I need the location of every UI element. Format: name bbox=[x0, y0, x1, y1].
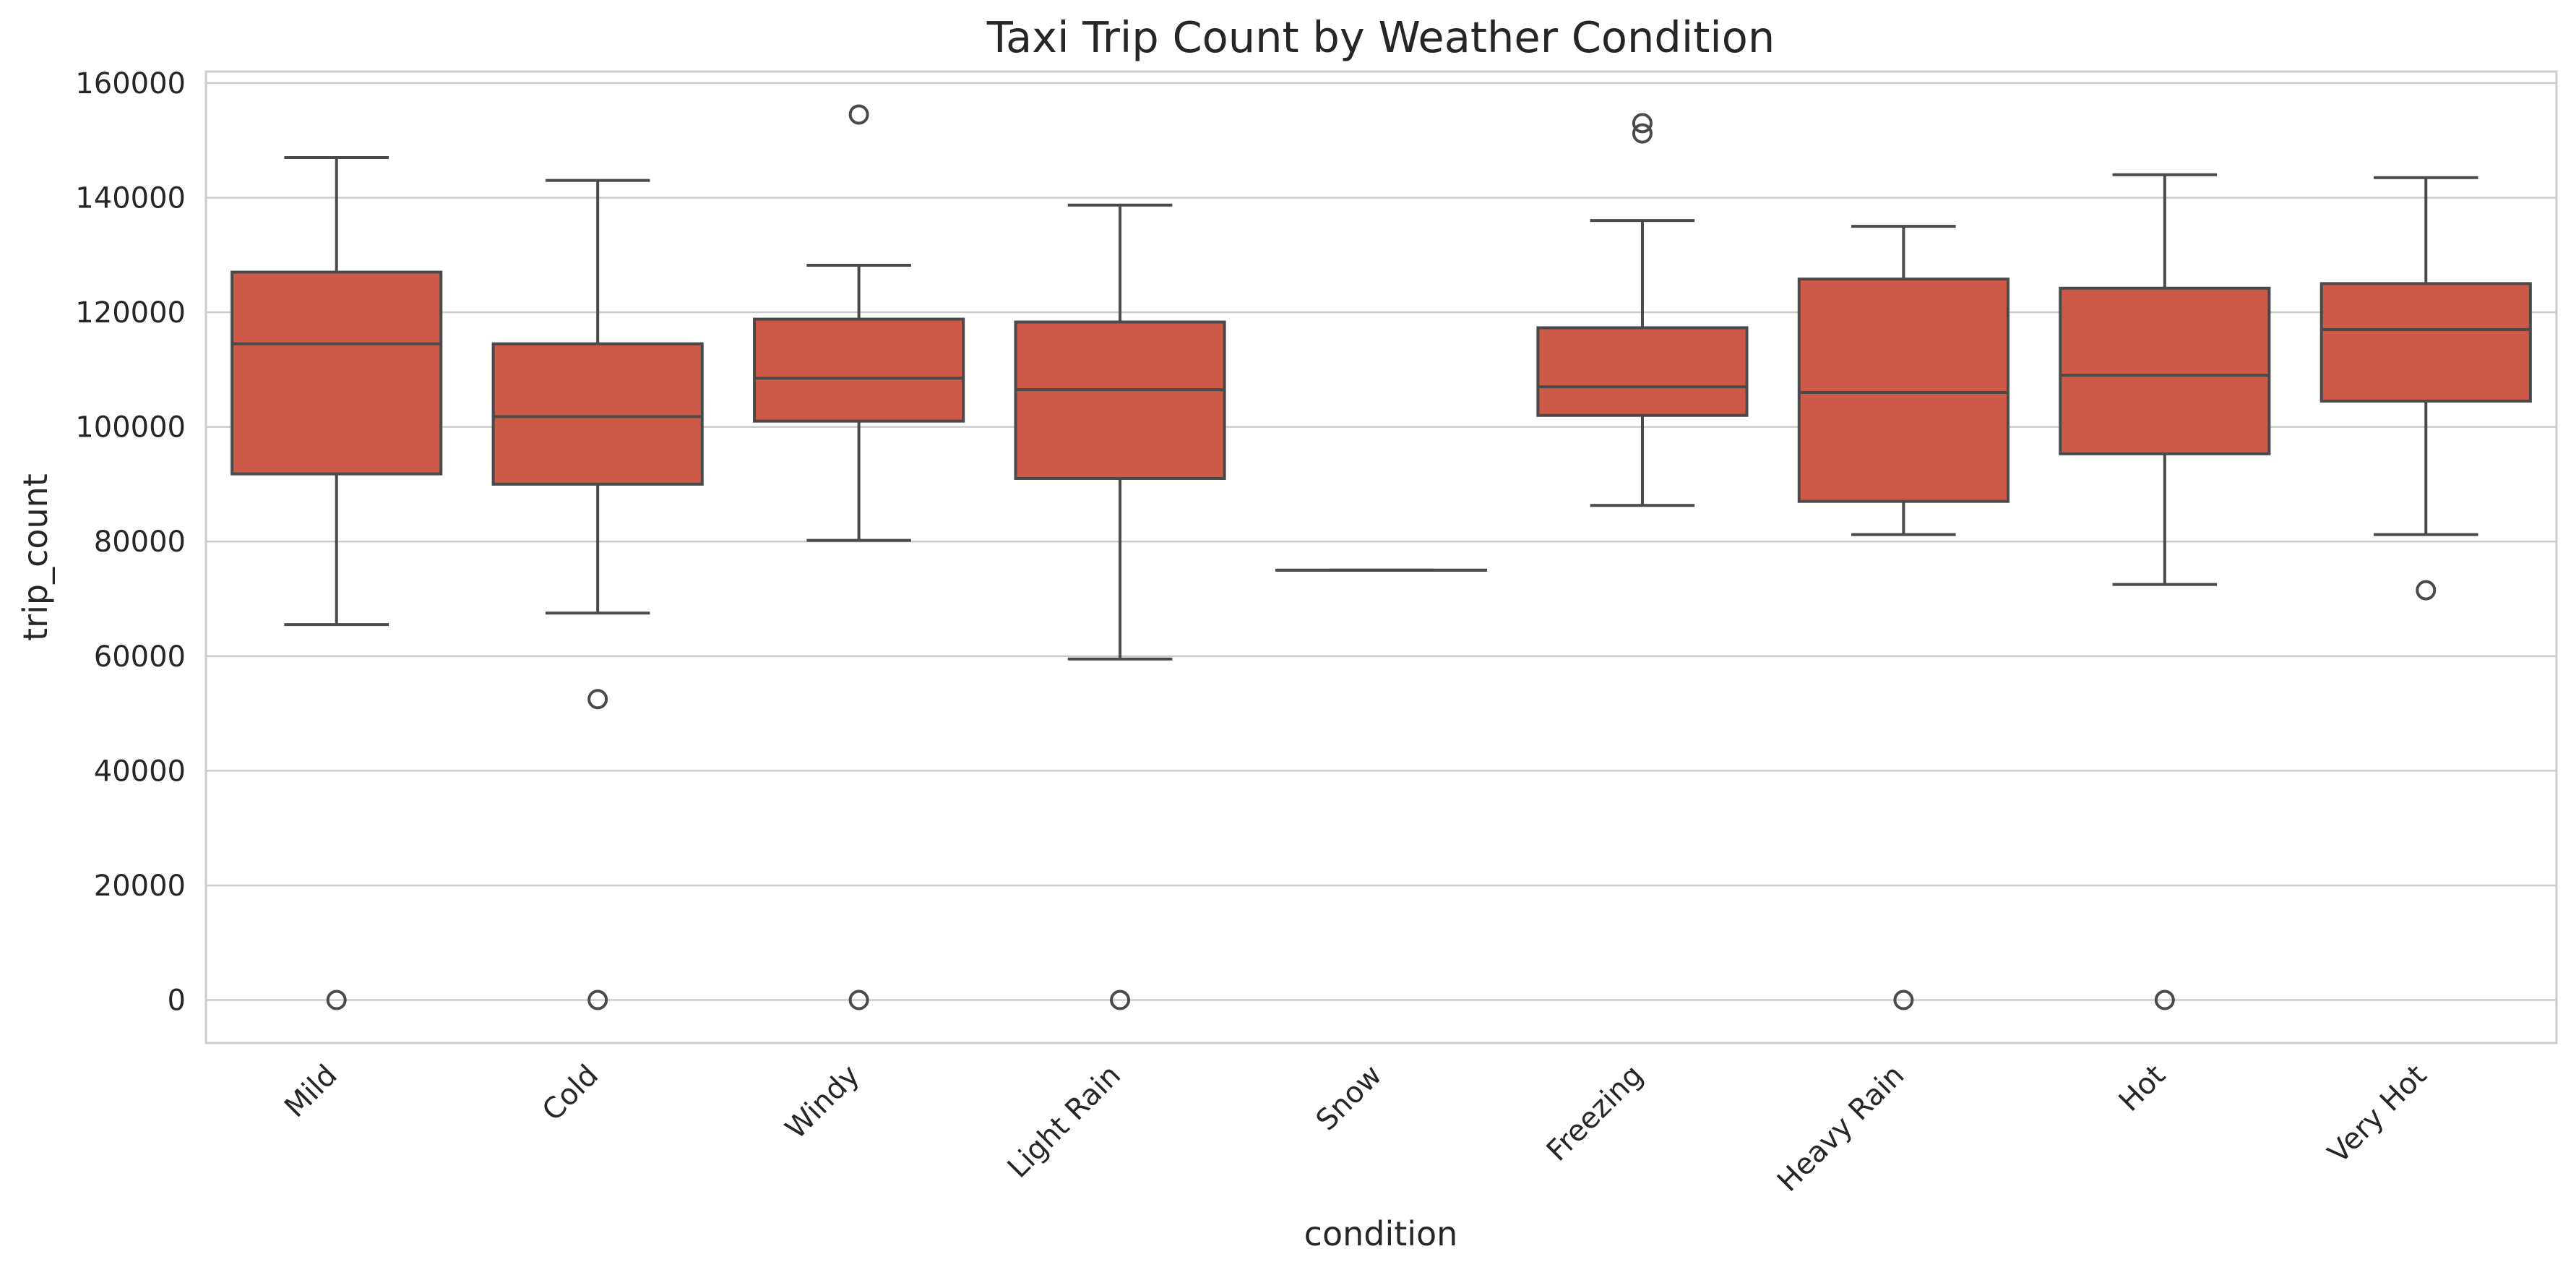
iqr-box bbox=[2319, 282, 2532, 403]
outlier-point bbox=[326, 989, 347, 1010]
iqr-box bbox=[1536, 326, 1749, 417]
outlier-point bbox=[848, 104, 869, 125]
box-series bbox=[231, 104, 2532, 1010]
iqr-box bbox=[491, 342, 704, 486]
box-group bbox=[753, 104, 965, 1010]
y-tick-label: 160000 bbox=[75, 67, 186, 100]
y-tick-label: 0 bbox=[168, 984, 186, 1018]
x-axis-label: condition bbox=[1304, 1214, 1458, 1253]
x-tick-label: Cold bbox=[536, 1059, 605, 1128]
outlier-point bbox=[587, 689, 608, 710]
outlier-point bbox=[2416, 580, 2437, 601]
iqr-box bbox=[753, 317, 965, 423]
iqr-box bbox=[1014, 320, 1226, 480]
y-tick-label: 140000 bbox=[75, 181, 186, 215]
x-tick-label: Mild bbox=[278, 1059, 344, 1125]
x-tick-label: Very Hot bbox=[2322, 1059, 2433, 1170]
chart-title: Taxi Trip Count by Weather Condition bbox=[986, 12, 1775, 62]
x-tick-label: Freezing bbox=[1541, 1059, 1650, 1168]
y-axis-ticks: 0 20000 40000 60000 80000 100000 120000 140000 1… bbox=[75, 67, 186, 1018]
y-tick-label: 20000 bbox=[94, 870, 186, 903]
iqr-box bbox=[231, 270, 443, 476]
iqr-box bbox=[2059, 286, 2271, 455]
outlier-point bbox=[587, 989, 608, 1010]
iqr-box bbox=[1797, 278, 2009, 503]
outlier-point bbox=[1893, 989, 1914, 1010]
x-tick-label: Heavy Rain bbox=[1771, 1059, 1911, 1198]
box-group bbox=[2319, 176, 2532, 601]
outlier-point bbox=[1632, 113, 1653, 134]
y-tick-label: 60000 bbox=[94, 640, 186, 674]
x-tick-label: Light Rain bbox=[1001, 1059, 1127, 1185]
x-axis-ticks: Mild Cold Windy Light Rain Snow Freezing Heavy… bbox=[278, 1059, 2433, 1198]
y-axis-label: trip_count bbox=[16, 473, 55, 641]
box-group bbox=[1797, 225, 2009, 1010]
box-group bbox=[2059, 173, 2271, 1010]
x-tick-label: Snow bbox=[1310, 1059, 1389, 1138]
y-tick-label: 40000 bbox=[94, 755, 186, 788]
grid-lines bbox=[206, 82, 2556, 1001]
plot-frame bbox=[204, 70, 2558, 1044]
outlier-point bbox=[848, 989, 869, 1010]
outlier-point bbox=[2154, 989, 2175, 1010]
box-group bbox=[1014, 203, 1226, 1010]
y-tick-label: 120000 bbox=[75, 296, 186, 330]
y-tick-label: 100000 bbox=[75, 411, 186, 445]
x-tick-label: Windy bbox=[779, 1059, 866, 1146]
outlier-point bbox=[1110, 989, 1131, 1010]
x-tick-label: Hot bbox=[2113, 1059, 2172, 1118]
box-group bbox=[231, 155, 443, 1010]
box-group bbox=[1536, 113, 1749, 507]
box-group bbox=[491, 179, 704, 1010]
y-tick-label: 80000 bbox=[94, 525, 186, 559]
outlier-point bbox=[1632, 123, 1653, 144]
